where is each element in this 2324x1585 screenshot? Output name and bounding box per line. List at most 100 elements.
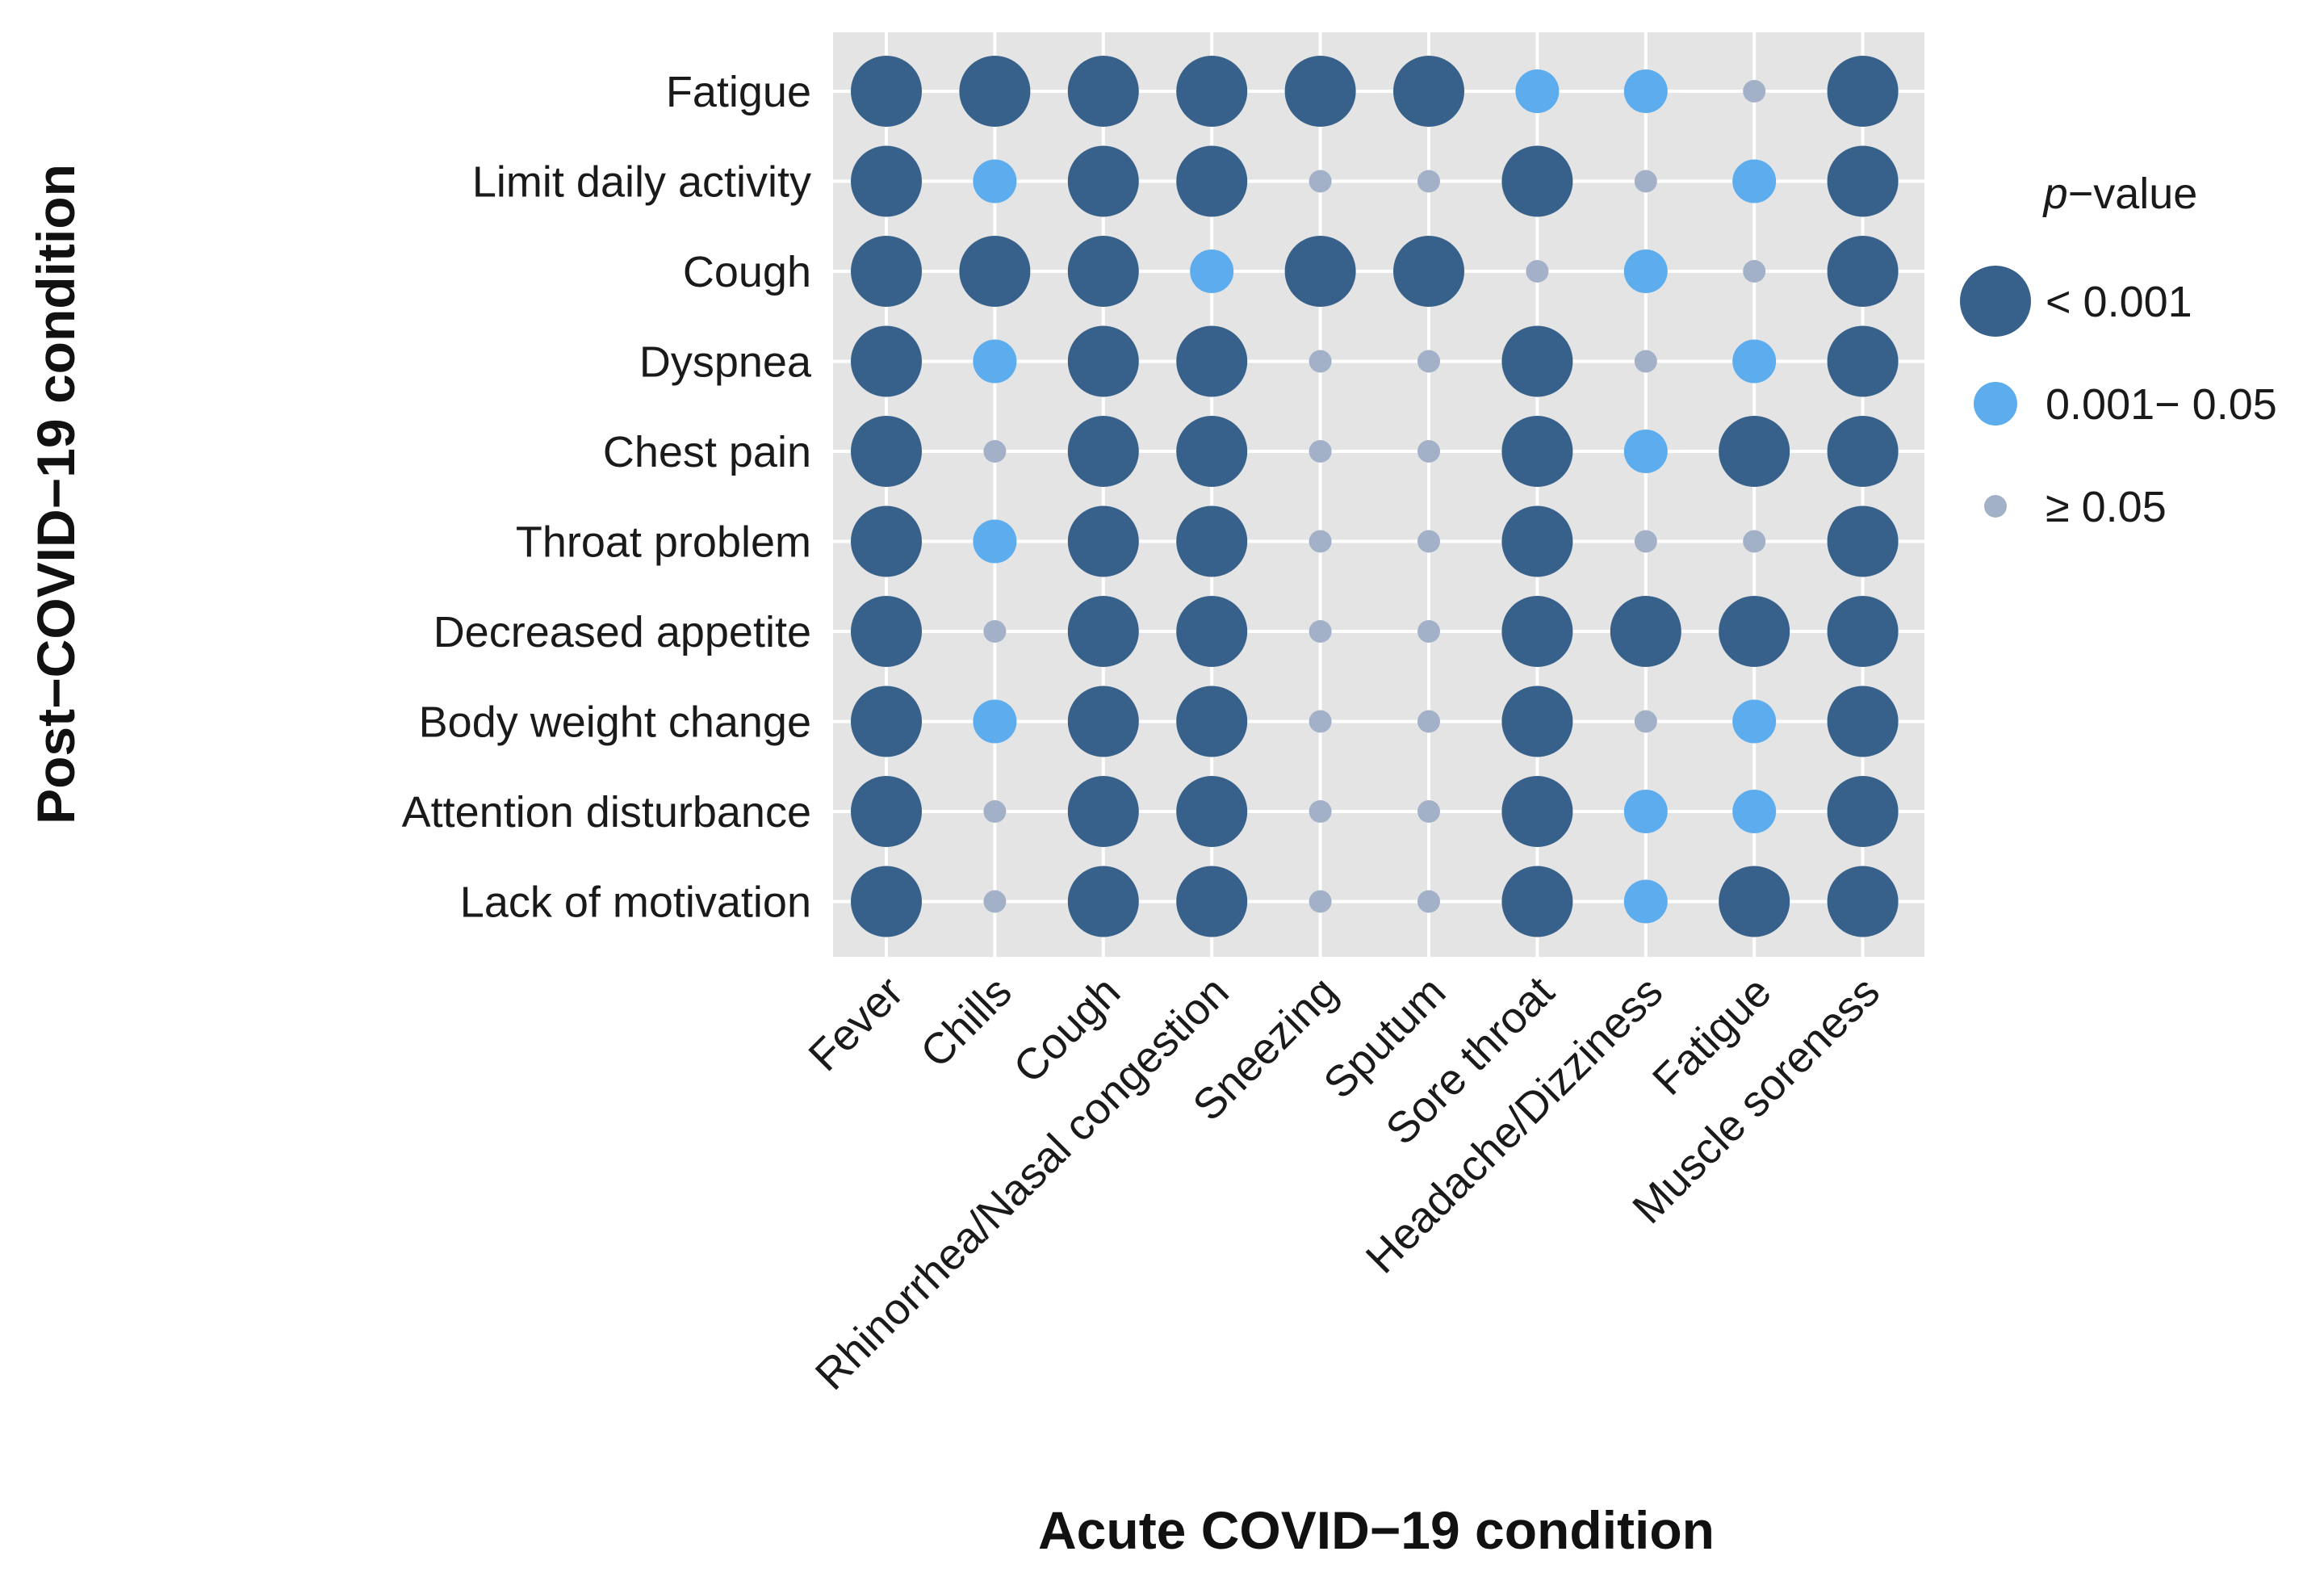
data-point	[1176, 866, 1248, 937]
data-point	[1732, 159, 1777, 203]
legend-label: < 0.001	[2046, 278, 2192, 326]
y-tick-label: Cough	[683, 248, 811, 296]
data-point	[983, 890, 1007, 913]
data-point	[1417, 170, 1440, 193]
data-point	[973, 519, 1017, 564]
data-point	[1827, 776, 1899, 847]
data-point	[1610, 596, 1681, 667]
data-point	[1501, 776, 1573, 847]
data-point	[1067, 325, 1139, 397]
legend-key	[1960, 266, 2031, 337]
data-point	[1176, 56, 1248, 127]
data-point	[1743, 530, 1766, 553]
data-point	[1634, 530, 1657, 553]
x-axis-title: Acute COVID−19 condition	[1038, 1500, 1715, 1560]
data-point	[1393, 56, 1464, 127]
data-point	[1634, 350, 1657, 373]
data-point	[973, 159, 1017, 203]
legend-key	[1984, 495, 2007, 518]
data-point	[1190, 249, 1234, 293]
legend-label: 0.001− 0.05	[2046, 380, 2277, 429]
data-point	[1623, 790, 1668, 833]
data-point	[1176, 145, 1248, 217]
data-point	[1417, 800, 1440, 823]
data-point	[1309, 710, 1332, 733]
data-point	[1634, 170, 1657, 193]
data-point	[1309, 620, 1332, 643]
data-point	[1176, 596, 1248, 667]
y-tick-label: Attention disturbance	[402, 788, 811, 837]
data-point	[1393, 236, 1464, 307]
data-point	[1067, 416, 1139, 487]
data-point	[1732, 339, 1777, 384]
data-point	[1501, 505, 1573, 577]
data-point	[1067, 145, 1139, 217]
data-point	[973, 699, 1017, 744]
data-point	[1501, 325, 1573, 397]
data-point	[851, 236, 922, 307]
y-tick-label: Body weight change	[419, 698, 811, 747]
data-point	[1417, 440, 1440, 463]
data-point	[1176, 325, 1248, 397]
data-point	[1719, 866, 1790, 937]
data-point	[851, 145, 922, 217]
legend-label: ≥ 0.05	[2046, 483, 2167, 531]
data-point	[1309, 800, 1332, 823]
x-tick-label: Fever	[799, 967, 912, 1080]
data-point	[1284, 56, 1356, 127]
data-point	[1623, 430, 1668, 473]
data-point	[851, 686, 922, 757]
legend: p−value < 0.001 0.001− 0.05 ≥ 0.05	[1960, 170, 2277, 531]
data-point	[1501, 866, 1573, 937]
y-tick-label: Chest pain	[603, 428, 811, 476]
data-point	[1176, 505, 1248, 577]
data-point	[1827, 325, 1899, 397]
data-point	[851, 866, 922, 937]
data-point	[1623, 249, 1668, 293]
data-point	[1417, 530, 1440, 553]
legend-key	[1974, 382, 2017, 426]
data-point	[1067, 866, 1139, 937]
data-point	[1417, 710, 1440, 733]
y-tick-label: Throat problem	[516, 518, 811, 567]
data-point	[983, 440, 1007, 463]
data-point	[1827, 145, 1899, 217]
data-point	[1827, 505, 1899, 577]
data-point	[1526, 260, 1549, 283]
data-point	[851, 325, 922, 397]
data-point	[1309, 350, 1332, 373]
data-point	[1827, 686, 1899, 757]
x-tick-label: Chills	[911, 967, 1021, 1077]
data-point	[1067, 596, 1139, 667]
data-point	[1827, 416, 1899, 487]
data-point	[851, 776, 922, 847]
legend-title-p: p	[2042, 170, 2068, 218]
data-point	[1827, 56, 1899, 127]
y-tick-labels: Fatigue Limit daily activity Cough Dyspnea C…	[402, 68, 812, 927]
data-point	[983, 800, 1007, 823]
data-point	[851, 56, 922, 127]
data-point	[851, 505, 922, 577]
data-point	[1067, 776, 1139, 847]
data-point	[1417, 620, 1440, 643]
data-point	[959, 56, 1031, 127]
data-point	[1501, 686, 1573, 757]
data-point	[1309, 440, 1332, 463]
data-point	[1501, 416, 1573, 487]
data-point	[1067, 686, 1139, 757]
data-point	[1827, 236, 1899, 307]
data-point	[851, 596, 922, 667]
data-point	[1623, 879, 1668, 924]
data-point	[1067, 56, 1139, 127]
legend-title: p−value	[2042, 170, 2198, 218]
data-point	[1827, 866, 1899, 937]
data-point	[1732, 790, 1777, 833]
legend-title-rest: −value	[2068, 170, 2198, 218]
data-point	[1719, 596, 1790, 667]
y-tick-label: Limit daily activity	[472, 158, 811, 207]
data-point	[983, 620, 1007, 643]
data-point	[1623, 69, 1668, 113]
